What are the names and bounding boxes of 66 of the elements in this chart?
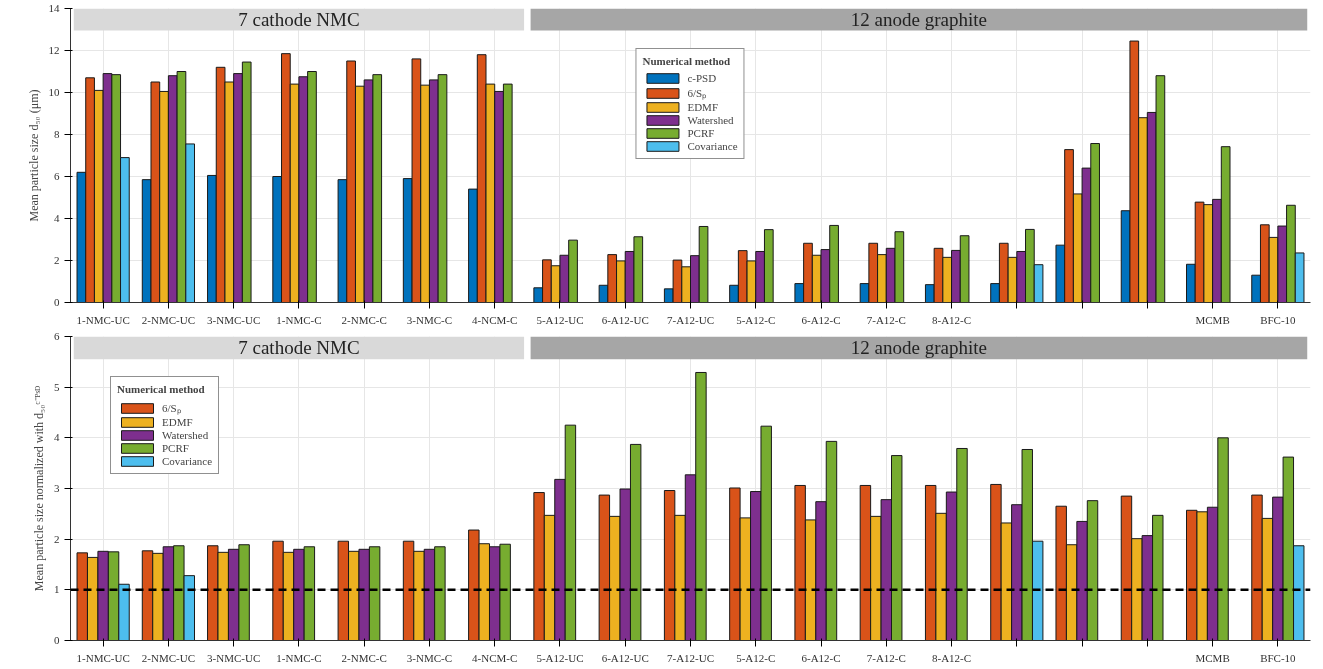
x-tick-label: 3-NMC-UC: [207, 651, 261, 664]
x-tick-label: 5-A12-C: [736, 651, 776, 664]
y-tick-label: 6: [54, 330, 60, 342]
x-tick-label: 7-A12-C: [866, 313, 906, 326]
x-tick-label: BFC-10: [1260, 651, 1297, 664]
y-tick-label: 4: [54, 431, 60, 444]
x-tick-label: 8-A12-C: [932, 313, 972, 326]
band-label: 7 cathode NMC: [238, 9, 360, 31]
legend-label: EDMF: [687, 101, 719, 113]
x-tick-label: 3-NMC-C: [406, 651, 453, 664]
x-tick-label: 6-A12-UC: [601, 313, 649, 326]
legend-label: c-PSD: [687, 72, 717, 84]
legend-label: 6/Sₚ: [162, 401, 182, 415]
legend-label: Covariance: [162, 455, 213, 467]
x-tick-label: 6-A12-UC: [601, 651, 649, 664]
legend-title: Numerical method: [117, 383, 206, 395]
y-tick-label: 1: [54, 583, 60, 596]
x-tick-label: 7-A12-C: [866, 651, 906, 664]
y-tick-label: 2: [54, 254, 60, 266]
x-tick-label: 7-A12-UC: [666, 313, 715, 326]
y-tick-label: 4: [54, 212, 60, 224]
y-tick-label: 0: [54, 634, 60, 646]
x-tick-label: 1-NMC-C: [276, 313, 322, 326]
y-tick-label: 3: [54, 482, 60, 494]
legend-label: PCRF: [162, 442, 189, 454]
x-tick-label: 6-A12-C: [801, 313, 841, 326]
x-tick-label: MCMB: [1195, 651, 1230, 664]
legend-label: PCRF: [687, 127, 715, 139]
x-tick-label: 5-A12-C: [736, 313, 776, 326]
x-tick-label: 1-NMC-UC: [76, 651, 130, 664]
x-tick-label: 8-A12-C: [932, 651, 972, 664]
legend-label: Watershed: [687, 114, 734, 126]
legend-label: EDMF: [162, 416, 193, 428]
x-tick-label: 7-A12-UC: [666, 651, 715, 664]
legend-title: Numerical method: [642, 55, 732, 67]
y-tick-label: 2: [54, 532, 60, 545]
legend-label: Covariance: [687, 140, 738, 152]
x-tick-label: 2-NMC-C: [341, 313, 387, 326]
band-label: 12 anode graphite: [850, 337, 987, 359]
x-tick-label: 3-NMC-UC: [207, 313, 261, 326]
x-tick-label: MCMB: [1195, 313, 1230, 326]
x-tick-label: 4-NCM-C: [472, 313, 518, 326]
y-axis-title: Mean particle size normalized with d₅₀ᶜ⁻ᴾˢᴰ: [32, 385, 46, 592]
legend-label: 6/Sₚ: [687, 86, 708, 100]
x-tick-label: 4-NCM-C: [472, 651, 518, 664]
y-tick-label: 14: [48, 2, 60, 14]
x-tick-label: 3-NMC-C: [406, 313, 453, 326]
legend-label: Watershed: [162, 429, 209, 441]
x-tick-label: 1-NMC-C: [276, 651, 322, 664]
y-tick-label: 6: [54, 170, 60, 182]
x-tick-label: 5-A12-UC: [536, 651, 584, 664]
x-tick-label: 5-A12-UC: [536, 313, 584, 326]
y-tick-label: 8: [54, 128, 60, 140]
y-tick-label: 5: [54, 380, 60, 393]
y-axis-title: Mean particle size d₅₀ (μm): [26, 89, 41, 222]
band-label: 12 anode graphite: [850, 9, 987, 31]
y-tick-label: 12: [48, 44, 60, 56]
x-tick-label: 2-NMC-UC: [141, 651, 195, 664]
y-tick-label: 10: [48, 86, 60, 98]
x-tick-label: 1-NMC-UC: [76, 313, 130, 326]
x-tick-label: BFC-10: [1260, 313, 1297, 326]
x-tick-label: 2-NMC-UC: [141, 313, 195, 326]
x-tick-label: 6-A12-C: [801, 651, 841, 664]
y-tick-label: 0: [54, 296, 60, 308]
band-label: 7 cathode NMC: [238, 337, 360, 359]
x-tick-label: 2-NMC-C: [341, 651, 387, 664]
